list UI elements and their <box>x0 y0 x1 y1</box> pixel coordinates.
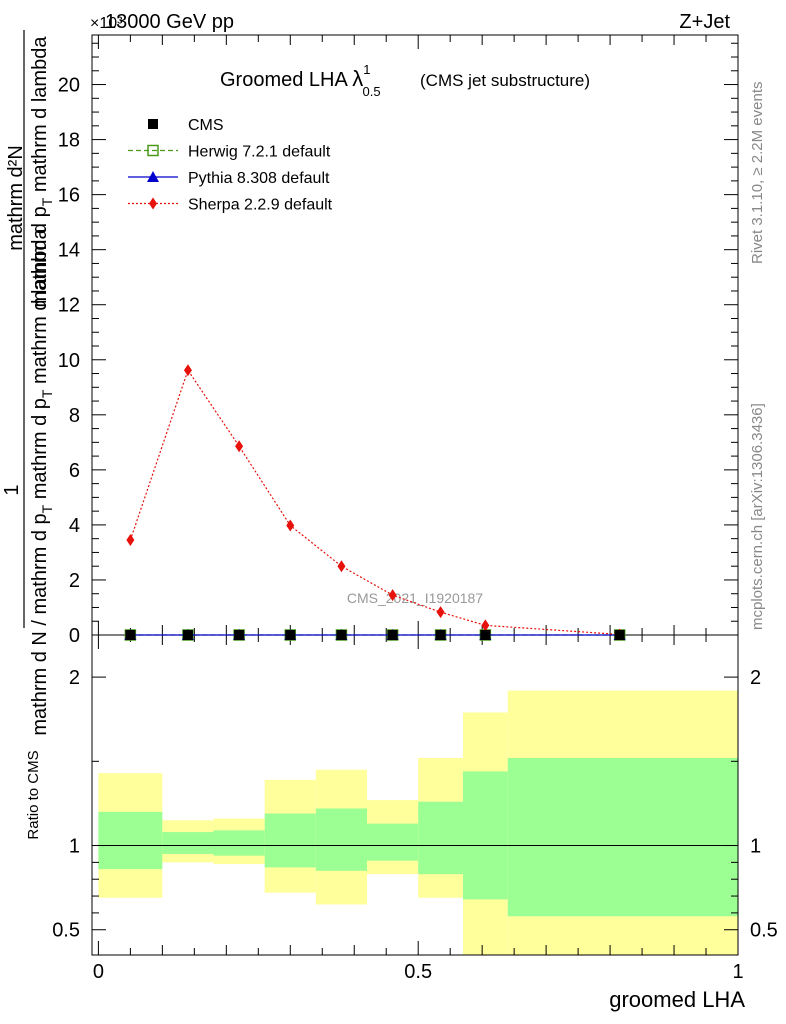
ratio-y-tick-label-left-1: 1 <box>69 836 80 858</box>
y-tick-label-10: 20 <box>58 75 80 97</box>
data-point-0-0 <box>125 630 136 640</box>
chart-title: Groomed LHA λ1 0.5 <box>220 62 381 99</box>
data-point-3-2 <box>235 440 244 453</box>
ratio-y-tick-label-left-0: 0.5 <box>52 920 80 942</box>
ratio-bands <box>92 690 738 955</box>
data-point-3-7 <box>481 619 490 632</box>
y-tick-label-8: 16 <box>58 185 80 207</box>
ratio-inner-band-6 <box>418 801 463 875</box>
series-cms <box>125 630 625 640</box>
data-point-3-1 <box>183 364 192 377</box>
header-right: Z+Jet <box>679 11 730 33</box>
analysis-watermark: CMS_2021_I1920187 <box>347 590 483 606</box>
y-scale-exponent: ×10³ <box>90 15 123 32</box>
ylabel-numerator: mathrm d²N <box>5 145 27 251</box>
data-point-0-5 <box>387 630 398 640</box>
legend-marker-1 <box>147 144 159 157</box>
ratio-inner-band-4 <box>315 808 368 871</box>
data-point-3-5 <box>388 589 397 602</box>
rivet-version-label: Rivet 3.1.10, ≥ 2.2M events <box>749 82 766 265</box>
legend-marker-0 <box>148 119 158 129</box>
data-point-3-3 <box>286 519 295 532</box>
x-axis-label: groomed LHA <box>609 987 745 1012</box>
ratio-inner-band-7 <box>462 771 508 900</box>
ratio-inner-band-5 <box>367 823 419 861</box>
ratio-y-tick-label-right-0: 0.5 <box>750 920 778 942</box>
ratio-y-axis-label: Ratio to CMS <box>25 750 42 839</box>
legend-label-3: Sherpa 2.2.9 default <box>188 197 333 214</box>
legend-label-2: Pythia 8.308 default <box>188 170 330 187</box>
data-point-3-4 <box>337 560 346 573</box>
series-pythia-8-308-default <box>124 629 626 640</box>
data-point-0-1 <box>182 630 193 640</box>
data-point-0-2 <box>234 630 245 640</box>
legend: CMS Herwig 7.2.1 default Pythia 8.308 defa… <box>128 117 333 214</box>
data-point-0-3 <box>285 630 296 640</box>
y-tick-label-3: 6 <box>69 460 80 482</box>
data-point-3-0 <box>126 534 135 547</box>
y-tick-label-9: 18 <box>58 130 80 152</box>
y-tick-label-0: 0 <box>69 625 80 647</box>
ratio-inner-band-3 <box>264 813 316 868</box>
main-axes: 0 2 4 6 8 10 12 14 16 18 20 <box>58 35 739 647</box>
data-point-0-6 <box>435 630 446 640</box>
legend-label-0: CMS <box>188 117 224 134</box>
main-y-axis-label: 1 mathrm d²N mathrm d pT mathrm d lambda… <box>1 30 55 736</box>
ylabel-fraction-top: 1 <box>1 484 23 495</box>
x-tick-label-1: 0.5 <box>404 961 432 983</box>
ylabel-denominator: mathrm d pT mathrm d lambda <box>29 36 55 308</box>
header-left: 13000 GeV pp <box>105 11 234 33</box>
chart-subtitle: (CMS jet substructure) <box>420 71 590 90</box>
y-tick-label-6: 12 <box>58 295 80 317</box>
ratio-y-tick-label-right-2: 2 <box>750 667 761 689</box>
y-tick-label-2: 4 <box>69 515 80 537</box>
data-point-0-8 <box>614 630 625 640</box>
ylabel-left-fraction: mathrm d N / mathrm d pT mathrm d pT mat… <box>29 227 55 735</box>
ratio-inner-band-2 <box>213 830 265 856</box>
x-tick-label-0: 0 <box>93 961 104 983</box>
ratio-inner-band-8 <box>507 757 738 917</box>
y-tick-label-5: 10 <box>58 350 80 372</box>
series-layer <box>124 364 626 641</box>
ratio-inner-band-1 <box>162 832 214 854</box>
y-tick-label-4: 8 <box>69 405 80 427</box>
y-tick-label-1: 2 <box>69 570 80 592</box>
legend-label-1: Herwig 7.2.1 default <box>188 144 331 161</box>
legend-marker-3 <box>149 197 157 210</box>
series-line-3 <box>129 368 620 636</box>
y-tick-label-7: 14 <box>58 240 80 262</box>
ratio-y-tick-label-left-2: 2 <box>69 667 80 689</box>
mcplots-label: mcplots.cern.ch [arXiv:1306.3436] <box>749 403 766 630</box>
data-point-0-7 <box>480 630 491 640</box>
ratio-y-tick-label-right-1: 1 <box>750 836 761 858</box>
legend-marker-2 <box>147 171 159 182</box>
ratio-inner-band-0 <box>98 811 163 870</box>
data-point-0-4 <box>336 630 347 640</box>
ratio-axes: 0 0.5 1 0.5 0.5 1 1 2 2 <box>52 635 778 983</box>
data-point-3-6 <box>436 606 445 619</box>
x-tick-label-2: 1 <box>732 961 743 983</box>
